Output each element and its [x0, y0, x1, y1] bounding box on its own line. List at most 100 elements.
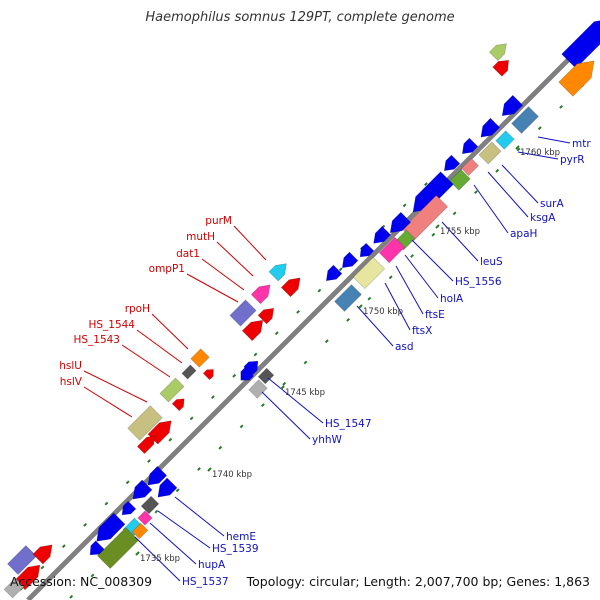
- minor-tick: [61, 544, 66, 549]
- top-gene-label: HS_1543: [73, 334, 120, 346]
- scale-labels: 1735 kbp 1740 kbp 1745 kbp 1750 kbp 1755 kbp…: [135, 145, 560, 564]
- minor-tick: [197, 467, 201, 471]
- top-gene-label: ompP1: [149, 263, 185, 275]
- bottom-strand-gene: [248, 379, 268, 399]
- minor-tick: [537, 126, 542, 131]
- label-leader-lines: [83, 136, 571, 582]
- major-tick: [515, 145, 520, 150]
- scale-label: 1740 kbp: [212, 470, 252, 480]
- bottom-strand-gene: [147, 465, 168, 486]
- minor-tick: [317, 288, 322, 293]
- major-tick: [135, 551, 140, 556]
- bottom-strand-gene: [461, 137, 479, 155]
- bottom-gene-label: leuS: [480, 256, 503, 268]
- bottom-strand-gene: [132, 479, 153, 500]
- leader-line: [134, 536, 181, 582]
- top-gene-label: HS_1544: [88, 319, 135, 331]
- minor-tick: [338, 267, 343, 272]
- bottom-strand-gene: [389, 211, 412, 234]
- top-strand-gene: [32, 544, 53, 565]
- bottom-strand-gene: [501, 94, 524, 117]
- leader-line: [487, 171, 529, 218]
- bottom-gene-label: HS_1537: [182, 576, 229, 588]
- bottom-strand-gene: [334, 284, 362, 312]
- bottom-strand-gene: [131, 522, 149, 540]
- leader-line: [517, 151, 559, 160]
- scale-label: 1745 kbp: [285, 388, 325, 398]
- bottom-gene-label: hemE: [226, 531, 256, 543]
- leader-line: [441, 221, 479, 262]
- minor-tick: [282, 381, 287, 386]
- bottom-gene-label: hupA: [198, 559, 226, 571]
- minor-tick: [253, 352, 258, 357]
- top-strand-gene: [250, 284, 271, 305]
- leader-line: [261, 391, 311, 440]
- gene-features: [3, 20, 600, 599]
- leader-line: [216, 241, 254, 277]
- minor-tick: [495, 168, 500, 173]
- bottom-gene-label: ftsE: [425, 309, 445, 321]
- bottom-strand-gene: [359, 242, 375, 258]
- leader-line: [121, 344, 171, 378]
- bottom-gene-label: ftsX: [412, 325, 432, 337]
- bottom-strand-gene: [443, 154, 461, 172]
- minor-tick: [516, 147, 521, 152]
- minor-tick: [125, 480, 130, 485]
- leader-line: [151, 313, 189, 350]
- minor-tick: [83, 522, 88, 527]
- bottom-gene-label: holA: [440, 293, 464, 305]
- minor-tick: [559, 104, 564, 109]
- leader-line: [174, 496, 225, 537]
- bottom-gene-label: HS_1539: [212, 543, 259, 555]
- top-strand-gene: [241, 319, 264, 342]
- leader-line: [384, 282, 411, 331]
- major-tick: [358, 304, 363, 309]
- bottom-gene-label: ksgA: [530, 212, 556, 224]
- bottom-strand-gene: [461, 158, 479, 176]
- major-tick: [207, 467, 212, 472]
- leader-line: [136, 329, 183, 364]
- bottom-strand-gene: [341, 251, 359, 269]
- minor-tick: [90, 573, 95, 578]
- top-strand-gene: [159, 377, 185, 403]
- bottom-strand-gene: [449, 169, 471, 191]
- bottom-strand-gene: [157, 477, 178, 498]
- leader-line: [395, 265, 424, 315]
- bottom-strand-gene: [137, 510, 153, 526]
- leader-line: [157, 510, 211, 549]
- bottom-strand-gene: [412, 171, 454, 213]
- leader-line: [83, 370, 148, 403]
- leader-line: [83, 386, 133, 418]
- leader-line: [473, 184, 509, 234]
- top-strand-gene: [127, 405, 163, 441]
- minor-tick: [40, 565, 45, 570]
- minor-tick: [232, 373, 237, 378]
- minor-tick: [388, 275, 393, 280]
- bottom-strand-gene: [373, 225, 392, 244]
- scale-label: 1760 kbp: [520, 148, 560, 158]
- minor-tick: [210, 395, 215, 400]
- top-gene-label: mutH: [186, 231, 215, 243]
- minor-tick: [423, 182, 428, 187]
- major-tick: [280, 385, 285, 390]
- top-gene-label: rpoH: [125, 303, 150, 315]
- minor-tick: [452, 211, 457, 216]
- top-strand-gene: [171, 398, 185, 412]
- minor-tick: [239, 424, 244, 429]
- minor-tick: [274, 331, 279, 336]
- top-strand-gene: [492, 59, 510, 77]
- bottom-gene-label: pyrR: [560, 154, 585, 166]
- bottom-strand-gene: [240, 367, 254, 381]
- bottom-gene-label: asd: [395, 341, 414, 353]
- minor-tick: [260, 403, 265, 408]
- leader-line: [201, 258, 245, 291]
- bottom-strand-gene: [140, 495, 160, 515]
- top-strand-gene: [280, 277, 301, 298]
- scale-label: 1735 kbp: [140, 554, 180, 564]
- top-strand-gene: [136, 435, 156, 455]
- bottom-gene-label: apaH: [510, 228, 537, 240]
- minor-tick: [69, 594, 74, 599]
- minor-tick: [367, 296, 372, 301]
